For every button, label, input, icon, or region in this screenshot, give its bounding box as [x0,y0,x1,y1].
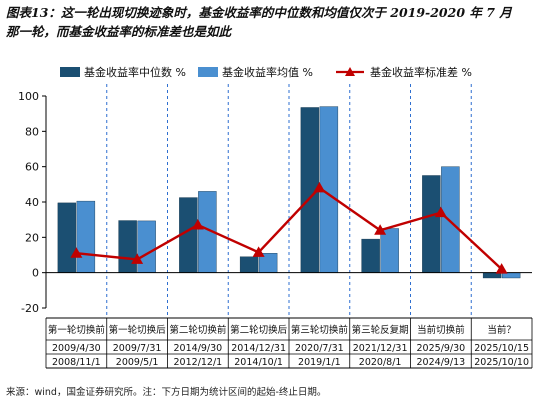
x-category-label: 第二轮切换后 [230,324,288,336]
bar-s1-6 [441,166,460,273]
bar-s0-1 [118,220,137,273]
legend-label-0: 基金收益率中位数 % [84,65,186,79]
period-start-label: 2009/4/30 [52,343,101,354]
period-end-label: 2008/11/1 [52,357,101,368]
legend-swatch-1 [198,67,218,77]
x-category-label: 第三轮切换前 [291,324,348,336]
figure-title: 图表13：这一轮出现切换迹象时，基金收益率的中位数和均值仅次于 2019-202… [6,3,546,41]
y-tick-label: 100 [18,90,39,103]
legend: 基金收益率中位数 % 基金收益率均值 % 基金收益率标准差 % [60,65,472,79]
std-point-1 [131,253,144,264]
std-point-7 [495,263,508,274]
bars [46,106,532,279]
y-tick-label: -20 [21,302,39,315]
period-end-label: 2009/5/1 [116,357,159,368]
bar-s0-5 [361,238,380,273]
legend-label-1: 基金收益率均值 % [222,65,313,79]
period-start-label: 2021/12/31 [353,343,408,354]
period-end-label: 2019/1/1 [298,357,341,368]
x-category-label: 当前？ [487,324,516,336]
period-end-label: 2024/9/13 [417,357,466,368]
x-category-label: 第三轮反复期 [352,324,409,336]
period-start-label: 2014/9/30 [174,343,223,354]
std-polyline [76,186,503,271]
period-start-label: 2025/10/15 [474,343,529,354]
legend-marker-triangle [345,67,355,76]
figure-title-line2: 那一轮，而基金收益率的标准差也是如此 [6,24,232,39]
legend-label-2: 基金收益率标准差 % [370,65,472,79]
x-category-label: 第一轮切换前 [48,324,105,336]
x-category-label: 第二轮切换前 [169,324,226,336]
bar-s0-3 [239,256,259,273]
figure-title-line1: 图表13：这一轮出现切换迹象时，基金收益率的中位数和均值仅次于 2019-202… [6,5,512,20]
std-point-4 [313,181,326,193]
period-start-label: 2020/7/31 [295,343,344,354]
bar-s0-6 [422,175,441,273]
y-tick-label: 20 [25,231,39,244]
std-point-5 [374,224,387,235]
period-start-label: 2025/9/30 [417,343,466,354]
y-tick-label: 0 [32,267,39,280]
y-tick-label: 60 [25,161,39,174]
period-end-label: 2012/12/1 [174,357,223,368]
legend-swatch-0 [60,67,80,77]
source-note: 来源：wind，国金证券研究所。注：下方日期为统计区间的起始-终止日期。 [6,387,327,398]
std-point-3 [252,246,265,257]
period-end-label: 2025/10/10 [474,357,529,368]
y-axis: -20 0 20 40 60 80 100 [18,90,47,315]
std-point-2 [191,218,204,230]
bar-s1-1 [137,220,156,273]
x-category-label: 第一轮切换后 [109,324,167,336]
x-category-label: 当前切换前 [417,324,465,336]
section-dividers [106,84,472,318]
bar-s1-5 [380,228,399,273]
y-tick-label: 80 [25,125,39,138]
period-end-label: 2020/8/1 [359,357,402,368]
category-table: 第一轮切换前 2009/4/30 2008/11/1 第一轮切换后 2009/7/31 2… [45,317,533,369]
period-start-label: 2009/7/31 [113,343,162,354]
std-point-0 [70,247,83,258]
y-tick-label: 40 [25,196,39,209]
period-end-label: 2014/10/1 [234,357,283,368]
std-point-6 [434,206,447,218]
std-line [70,181,508,274]
bar-s1-0 [76,200,96,273]
period-start-label: 2014/12/31 [231,343,286,354]
bar-s0-0 [57,202,77,273]
